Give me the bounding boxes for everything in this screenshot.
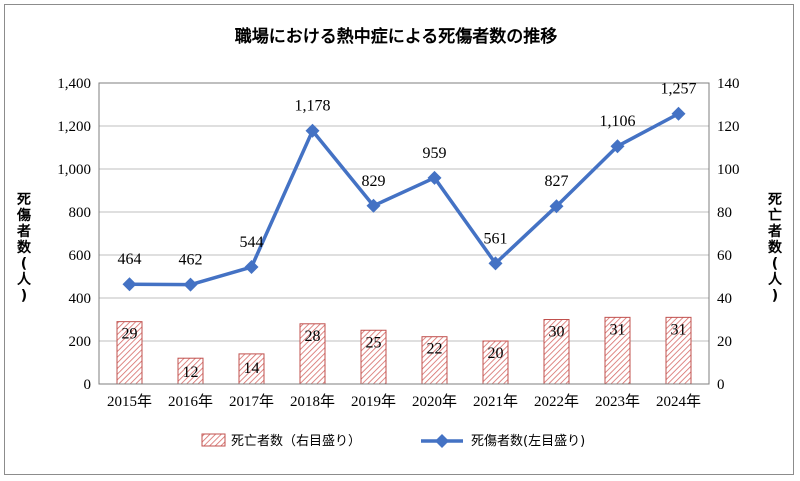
right-tick-label: 20	[717, 334, 732, 350]
bar	[665, 316, 692, 385]
bar	[360, 329, 387, 385]
x-tick-label: 2018年	[290, 393, 335, 410]
x-tick-label: 2017年	[229, 393, 274, 410]
bar	[177, 357, 204, 385]
left-tick-label: 200	[69, 334, 92, 350]
right-axis-title: 死亡者数(人)	[767, 192, 783, 304]
right-tick-label: 40	[717, 291, 732, 307]
line-data-label: 827	[545, 173, 569, 190]
x-tick-label: 2021年	[473, 393, 518, 410]
line-marker	[427, 170, 442, 185]
left-tick-label: 0	[84, 377, 92, 393]
right-tick-label: 100	[717, 162, 740, 178]
line-marker	[366, 198, 381, 213]
line-data-label: 544	[240, 234, 264, 251]
bar	[421, 336, 448, 385]
bar-data-label: 22	[427, 341, 443, 358]
legend-bar-swatch	[201, 433, 226, 447]
x-tick-label: 2016年	[168, 393, 213, 410]
left-tick-label: 1,200	[57, 119, 91, 135]
left-tick-label: 800	[69, 205, 92, 221]
line-marker	[671, 106, 686, 121]
bar-data-label: 31	[671, 321, 687, 338]
x-tick-label: 2020年	[412, 393, 457, 410]
left-tick-label: 1,000	[57, 162, 91, 178]
line-marker	[549, 199, 564, 214]
x-tick-label: 2019年	[351, 393, 396, 410]
line-data-label: 464	[118, 251, 142, 268]
right-tick-label: 140	[717, 76, 740, 92]
bar-data-label: 28	[305, 328, 321, 345]
line-data-label: 1,106	[600, 113, 636, 130]
bar-data-label: 20	[488, 345, 504, 362]
left-tick-label: 1,400	[57, 76, 91, 92]
bar	[482, 340, 509, 385]
x-tick-label: 2022年	[534, 393, 579, 410]
bar-data-label: 12	[183, 364, 199, 381]
left-tick-label: 600	[69, 248, 92, 264]
left-tick-label: 400	[69, 291, 92, 307]
chart: 職場における熱中症による死傷者数の推移 0 0 200 20 400 40 600 60 800…	[16, 26, 783, 449]
plot-area	[98, 82, 710, 385]
line-marker	[610, 139, 625, 154]
line-marker	[244, 260, 259, 275]
bar-data-label: 25	[366, 334, 382, 351]
line-data-label: 561	[484, 230, 508, 247]
line-marker	[305, 123, 320, 138]
line-data-label: 829	[362, 173, 386, 190]
line-data-label: 959	[423, 145, 447, 162]
legend-bar-label: 死亡者数（右目盛り）	[231, 434, 361, 449]
bar	[238, 353, 265, 385]
right-tick-label: 80	[717, 205, 732, 221]
bar-data-label: 14	[244, 360, 260, 377]
bar	[543, 319, 570, 385]
right-tick-label: 60	[717, 248, 732, 264]
legend-line-marker	[435, 434, 449, 448]
series-line	[129, 112, 680, 287]
right-tick-label: 120	[717, 119, 740, 135]
right-tick-label: 0	[717, 377, 725, 393]
line-marker	[122, 277, 137, 292]
line-data-label: 1,178	[295, 98, 331, 115]
x-tick-label: 2015年	[107, 393, 152, 410]
line-marker	[488, 256, 503, 271]
line-data-label: 1,257	[661, 81, 697, 98]
bar-data-label: 31	[610, 321, 626, 338]
chart-title: 職場における熱中症による死傷者数の推移	[235, 26, 558, 47]
bar-data-label: 30	[549, 324, 565, 341]
left-axis-title: 死傷者数(人)	[16, 192, 32, 304]
bar-data-label: 29	[122, 326, 138, 343]
line-marker	[183, 277, 198, 292]
x-tick-label: 2023年	[595, 393, 640, 410]
legend-line-label: 死傷者数(左目盛り)	[471, 434, 585, 449]
chart-frame: 職場における熱中症による死傷者数の推移 0 0 200 20 400 40 600 60 800…	[4, 4, 794, 475]
line-data-label: 462	[179, 252, 203, 269]
x-tick-label: 2024年	[656, 393, 701, 410]
